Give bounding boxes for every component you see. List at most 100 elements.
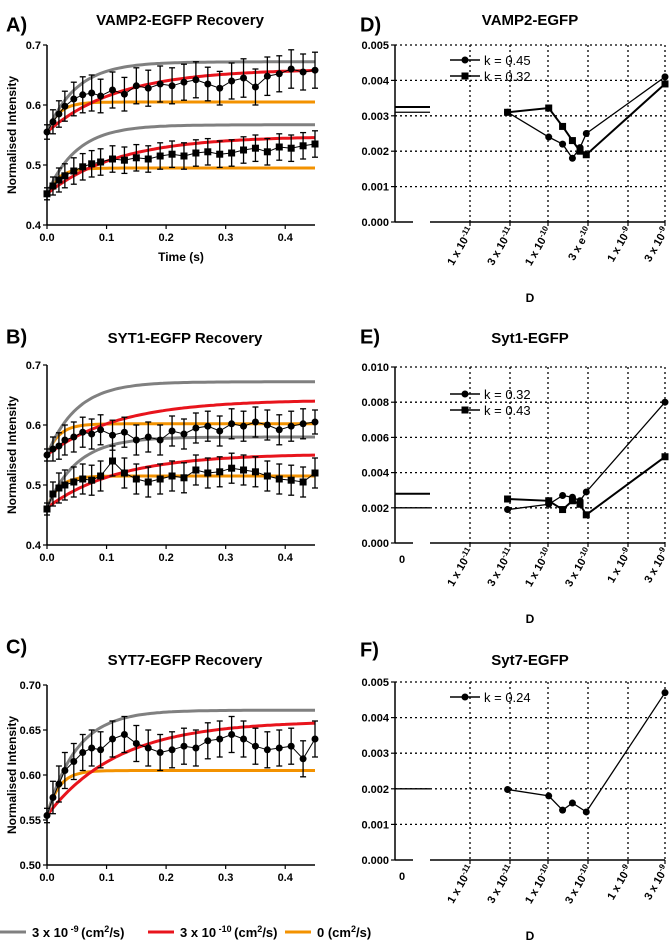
y-tick-label-D: 0.004 bbox=[361, 75, 389, 87]
data-point-A bbox=[251, 144, 259, 152]
y-tick-label-B: 0.6 bbox=[26, 420, 41, 432]
data-point-A bbox=[97, 92, 105, 100]
x-tick-label-B: 0.0 bbox=[39, 552, 54, 564]
data-point-A bbox=[43, 190, 51, 198]
y-tick-label-F: 0.001 bbox=[361, 819, 389, 831]
x-tick-label-F: 3 x 10-9 bbox=[640, 862, 669, 902]
data-point-A bbox=[55, 110, 63, 118]
x-zero-label-E: 0 bbox=[399, 554, 405, 566]
chart-D bbox=[391, 44, 669, 226]
series-point-D bbox=[568, 154, 576, 162]
panel-label-B: B) bbox=[6, 327, 27, 349]
legend-label-F: k = 0.24 bbox=[484, 690, 531, 705]
y-tick-label-C: 0.50 bbox=[20, 860, 41, 872]
series-point-D bbox=[661, 73, 669, 81]
data-point-B bbox=[156, 475, 164, 483]
y-tick-label-E: 0.006 bbox=[361, 432, 389, 444]
data-point-A bbox=[287, 144, 295, 152]
series-point-D bbox=[545, 104, 553, 112]
x-tick-label-A: 0.0 bbox=[39, 232, 54, 244]
data-point-B bbox=[88, 430, 96, 438]
data-point-A bbox=[49, 118, 57, 126]
data-point-A bbox=[61, 102, 69, 110]
data-point-A bbox=[120, 90, 128, 98]
x-tick-label-F: 3 x 10-11 bbox=[483, 862, 517, 906]
data-point-A bbox=[228, 77, 236, 85]
x-tick-label-E: 3 x 10-10 bbox=[561, 545, 595, 589]
chart-title-D: VAMP2-EGFP bbox=[482, 12, 578, 29]
data-point-A bbox=[70, 95, 78, 103]
series-line-F bbox=[507, 692, 666, 813]
chart-title-B: SYT1-EGFP Recovery bbox=[108, 330, 263, 347]
data-point-A bbox=[49, 182, 57, 190]
y-tick-label-D: 0.002 bbox=[361, 146, 389, 158]
series-point-D bbox=[576, 147, 584, 155]
y-tick-label-F: 0.003 bbox=[361, 748, 389, 760]
data-point-B bbox=[299, 420, 307, 428]
x-tick-label-E: 1 x 10-11 bbox=[443, 545, 477, 589]
data-point-A bbox=[192, 76, 200, 84]
y-tick-label-A: 0.6 bbox=[26, 100, 41, 112]
data-point-C bbox=[49, 794, 57, 801]
data-point-A bbox=[168, 82, 176, 90]
data-point-A bbox=[240, 74, 248, 82]
chart-E bbox=[391, 366, 669, 547]
data-point-B bbox=[299, 478, 307, 486]
x-tick-label-F: 1 x 10-10 bbox=[521, 862, 555, 906]
data-point-B bbox=[251, 468, 259, 476]
data-point-B bbox=[180, 474, 188, 482]
data-point-C bbox=[204, 737, 212, 745]
data-point-B bbox=[49, 445, 57, 453]
y-tick-label-A: 0.4 bbox=[26, 220, 42, 232]
legend-label-E: k = 0.43 bbox=[484, 403, 531, 418]
data-point-B bbox=[287, 422, 295, 430]
x-tick-label-C: 0.0 bbox=[39, 872, 54, 884]
legend-marker-D bbox=[461, 56, 469, 64]
model-curve-orange-C bbox=[45, 769, 315, 816]
data-point-C bbox=[109, 735, 117, 743]
model-curve-red-C bbox=[45, 721, 316, 817]
data-point-C bbox=[43, 812, 51, 819]
bottom-legend-label: 0 (cm2/s) bbox=[317, 924, 371, 940]
x-axis-label-E: D bbox=[526, 612, 535, 626]
x-tick-label-F: 1 x 10-9 bbox=[603, 862, 635, 902]
data-point-A bbox=[204, 148, 212, 156]
data-point-B bbox=[55, 442, 63, 450]
y-axis-label-C: Normalised Intensity bbox=[5, 716, 19, 834]
data-point-A bbox=[192, 149, 200, 157]
series-point-E bbox=[661, 398, 669, 406]
y-tick-label-F: 0.002 bbox=[361, 784, 389, 796]
chart-title-E: Syt1-EGFP bbox=[491, 330, 569, 347]
data-point-B bbox=[168, 427, 176, 435]
data-point-B bbox=[204, 422, 212, 430]
series-point-F bbox=[545, 792, 553, 800]
data-point-A bbox=[109, 155, 117, 163]
data-point-C bbox=[144, 744, 152, 752]
data-point-B bbox=[275, 426, 283, 434]
data-point-B bbox=[97, 472, 105, 480]
data-point-A bbox=[109, 86, 117, 94]
x-tick-label-E: 3 x 10-9 bbox=[640, 545, 669, 585]
x-tick-label-C: 0.4 bbox=[278, 872, 294, 884]
data-point-A bbox=[144, 155, 152, 163]
data-point-B bbox=[311, 469, 319, 477]
series-point-F bbox=[559, 806, 567, 814]
series-point-F bbox=[568, 799, 576, 807]
data-point-A bbox=[144, 84, 152, 92]
chart-B bbox=[43, 364, 319, 549]
y-tick-label-B: 0.7 bbox=[26, 360, 41, 372]
data-point-A bbox=[228, 149, 236, 157]
data-point-C bbox=[228, 731, 236, 738]
chart-A bbox=[43, 44, 319, 229]
data-point-A bbox=[311, 66, 319, 74]
data-point-B bbox=[263, 421, 271, 429]
series-point-E bbox=[582, 488, 590, 496]
data-point-C bbox=[79, 749, 87, 756]
y-axis-label-B: Normalised Intensity bbox=[5, 396, 19, 514]
y-tick-label-A: 0.7 bbox=[26, 40, 41, 52]
x-tick-label-A: 0.4 bbox=[278, 232, 294, 244]
data-point-A bbox=[168, 150, 176, 158]
x-axis-label-F: D bbox=[526, 929, 535, 943]
y-tick-label-E: 0.008 bbox=[361, 397, 389, 409]
data-point-C bbox=[287, 742, 295, 750]
